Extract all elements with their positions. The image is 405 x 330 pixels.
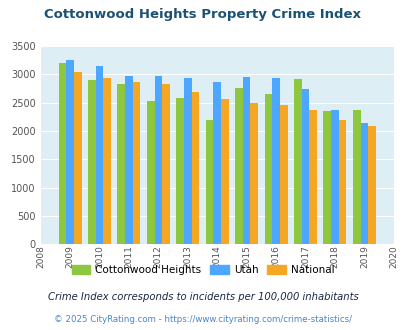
Bar xyxy=(132,82,140,244)
Bar xyxy=(234,88,242,244)
Bar xyxy=(279,105,287,244)
Bar xyxy=(338,120,345,244)
Bar xyxy=(323,111,330,244)
Bar xyxy=(66,60,74,244)
Bar xyxy=(183,78,191,244)
Text: © 2025 CityRating.com - https://www.cityrating.com/crime-statistics/: © 2025 CityRating.com - https://www.city… xyxy=(54,315,351,324)
Bar xyxy=(58,63,66,244)
Bar xyxy=(352,110,360,244)
Bar xyxy=(154,76,162,244)
Bar xyxy=(220,99,228,244)
Bar xyxy=(367,126,375,244)
Text: Crime Index corresponds to incidents per 100,000 inhabitants: Crime Index corresponds to incidents per… xyxy=(47,292,358,302)
Text: Cottonwood Heights Property Crime Index: Cottonwood Heights Property Crime Index xyxy=(45,8,360,21)
Bar xyxy=(205,120,213,244)
Bar xyxy=(264,94,272,244)
Bar xyxy=(360,123,367,244)
Bar xyxy=(330,110,338,244)
Bar xyxy=(301,89,309,244)
Bar xyxy=(213,82,220,244)
Bar xyxy=(96,66,103,244)
Bar xyxy=(191,92,199,244)
Bar xyxy=(250,103,258,244)
Bar xyxy=(74,72,81,244)
Bar xyxy=(272,79,279,244)
Bar xyxy=(162,83,169,244)
Bar xyxy=(103,78,111,244)
Bar xyxy=(242,77,250,244)
Bar xyxy=(125,76,132,244)
Bar xyxy=(88,80,96,244)
Bar xyxy=(293,79,301,244)
Bar xyxy=(309,110,316,244)
Bar xyxy=(176,98,183,244)
Bar xyxy=(147,101,154,244)
Bar xyxy=(117,83,125,244)
Legend: Cottonwood Heights, Utah, National: Cottonwood Heights, Utah, National xyxy=(67,261,338,280)
